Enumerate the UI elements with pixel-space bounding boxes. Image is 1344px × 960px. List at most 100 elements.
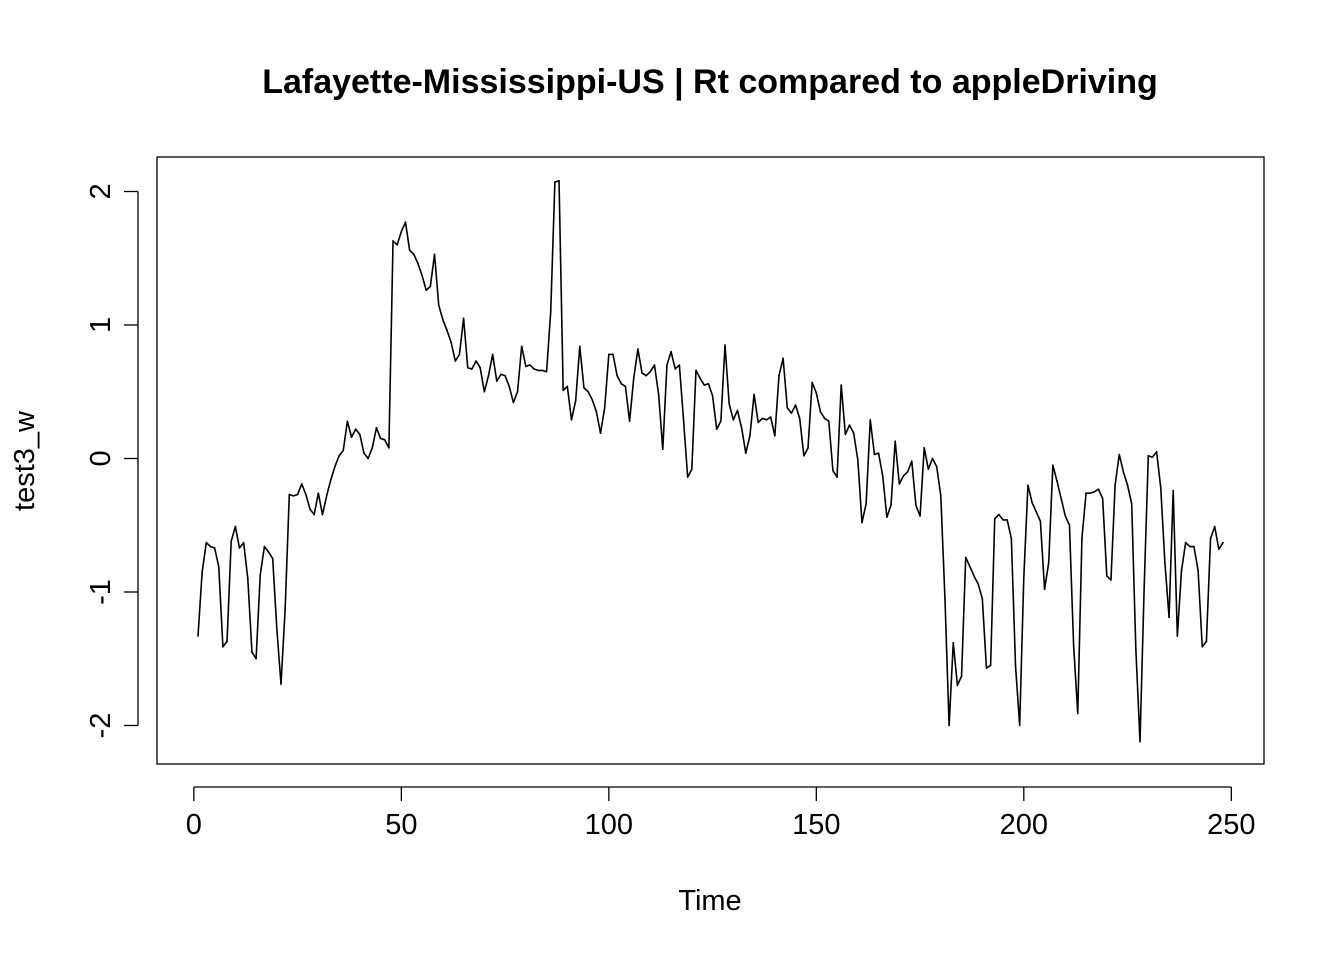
data-point	[197, 635, 199, 637]
data-point	[1147, 455, 1150, 457]
data-point	[736, 409, 739, 412]
data-point	[691, 468, 693, 470]
data-point	[1047, 561, 1050, 564]
series-line	[197, 180, 1224, 743]
y-axis: -2 -1 0 1 2	[85, 183, 139, 738]
data-point	[844, 433, 847, 436]
data-point	[342, 449, 345, 452]
data-point	[1085, 492, 1087, 495]
data-point	[616, 374, 618, 377]
data-point	[873, 453, 876, 456]
data-point	[910, 460, 913, 462]
data-point	[798, 417, 801, 420]
data-point	[1164, 561, 1166, 564]
data-point	[495, 380, 498, 382]
data-point	[1151, 456, 1154, 458]
data-point	[425, 289, 428, 292]
data-point	[599, 432, 602, 434]
data-point	[919, 515, 921, 517]
data-point	[1014, 664, 1017, 667]
data-point	[952, 641, 955, 644]
data-point	[848, 424, 851, 426]
data-point	[1023, 576, 1025, 579]
data-point	[1060, 497, 1062, 500]
data-point	[450, 341, 452, 344]
data-point	[483, 390, 486, 393]
x-axis-label: Time	[678, 885, 741, 917]
data-point	[1209, 537, 1212, 540]
data-point	[964, 556, 967, 559]
data-point	[359, 433, 361, 436]
data-point	[1213, 525, 1216, 528]
data-point	[827, 420, 830, 422]
data-point	[504, 374, 506, 377]
data-point	[628, 420, 631, 422]
data-point	[977, 583, 979, 585]
data-point	[367, 457, 369, 460]
data-point	[383, 439, 386, 441]
data-point	[583, 386, 585, 389]
data-point	[574, 400, 577, 402]
data-point	[857, 459, 859, 461]
data-point	[421, 274, 423, 277]
data-point	[956, 684, 959, 687]
data-point	[346, 420, 349, 422]
data-point	[446, 329, 448, 332]
data-point	[508, 385, 511, 388]
data-point	[566, 385, 569, 388]
data-point	[309, 508, 311, 511]
data-point	[732, 418, 735, 421]
data-point	[562, 389, 564, 392]
data-point	[570, 418, 573, 421]
data-point	[927, 468, 930, 470]
data-point	[1043, 588, 1046, 591]
data-point	[1184, 541, 1187, 544]
data-point	[462, 317, 465, 320]
data-point	[1068, 524, 1071, 527]
data-point	[247, 577, 249, 580]
data-point	[433, 253, 436, 256]
data-point	[292, 495, 295, 497]
data-point	[213, 547, 216, 549]
data-point	[757, 421, 760, 424]
data-point	[906, 471, 909, 473]
data-point	[744, 452, 747, 454]
y-tick-label: 0	[85, 450, 117, 466]
data-point	[1018, 724, 1021, 727]
data-point	[649, 370, 652, 373]
data-point	[612, 353, 614, 356]
data-point	[819, 410, 822, 413]
data-point	[338, 455, 340, 457]
data-point	[404, 221, 407, 223]
data-point	[417, 262, 419, 265]
data-point	[529, 364, 531, 366]
data-point	[230, 540, 232, 543]
data-point	[707, 382, 710, 385]
data-points	[197, 180, 1224, 743]
data-point	[993, 517, 996, 520]
data-point	[280, 683, 282, 685]
data-point	[1197, 569, 1199, 572]
data-point	[400, 230, 403, 233]
data-point	[242, 541, 245, 544]
data-point	[998, 513, 1000, 516]
data-point	[375, 426, 378, 429]
data-point	[1089, 492, 1092, 495]
data-point	[881, 475, 884, 477]
data-point	[699, 377, 701, 380]
data-point	[271, 557, 274, 560]
data-point	[641, 372, 643, 374]
data-point	[217, 565, 220, 568]
data-point	[666, 364, 668, 366]
data-point	[653, 364, 656, 366]
data-point	[412, 253, 415, 256]
data-point	[711, 394, 714, 397]
data-point	[944, 597, 946, 600]
data-point	[1201, 645, 1204, 648]
data-point	[1072, 644, 1075, 647]
data-point	[222, 645, 224, 648]
data-point	[674, 368, 677, 370]
data-point	[890, 504, 892, 507]
data-point	[1097, 488, 1100, 491]
data-point	[201, 571, 203, 573]
